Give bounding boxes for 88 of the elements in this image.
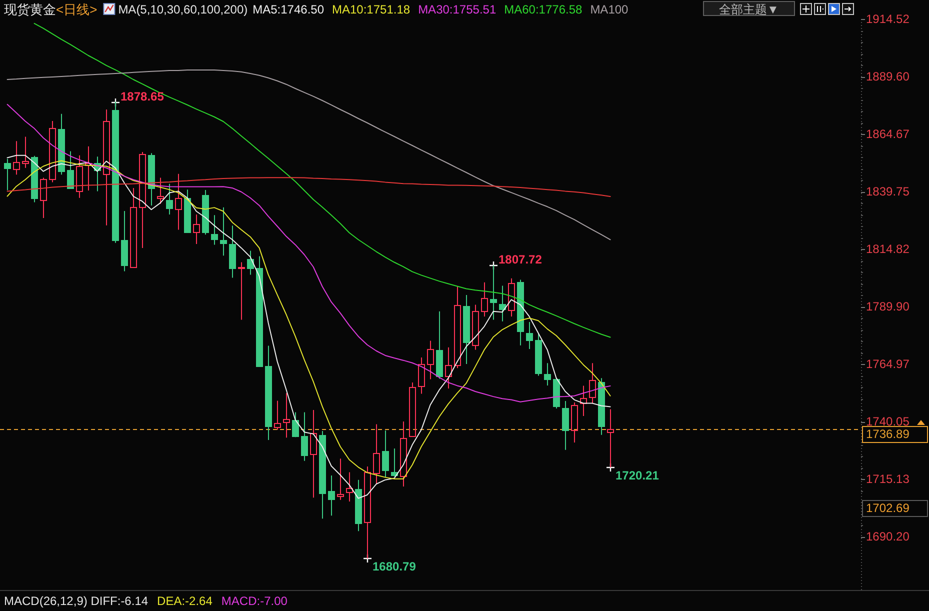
y-tick-label: 1764.97 — [866, 357, 910, 372]
candlestick — [499, 285, 506, 322]
candlestick — [22, 136, 29, 168]
candlestick — [130, 187, 137, 268]
candlestick — [355, 479, 362, 532]
candlestick — [319, 430, 326, 520]
candlestick — [445, 346, 452, 389]
candlestick — [544, 362, 551, 386]
y-tick-label: 1889.60 — [866, 70, 910, 84]
text: 全部主题▼ — [719, 2, 779, 16]
text: MA(5,10,30,60,100,200) — [118, 2, 248, 16]
candlestick — [283, 392, 290, 438]
candlestick — [49, 120, 56, 183]
text: MA30:1755.51 — [418, 2, 496, 16]
y-tick-label: 1839.75 — [866, 184, 910, 199]
data-label: 1878.65 — [120, 90, 164, 104]
candlestick — [175, 173, 182, 230]
candlestick — [85, 146, 92, 191]
candlestick — [328, 474, 335, 516]
candlestick — [418, 357, 425, 394]
candlestick — [346, 472, 353, 502]
ref-line-label: 1736.89 — [866, 426, 910, 441]
candlestick — [58, 113, 65, 176]
text: MA60:1776.58 — [504, 2, 583, 16]
text: MA5:1746.50 — [252, 2, 324, 16]
candlestick — [121, 210, 128, 272]
candlestick — [274, 400, 281, 430]
candlestick — [193, 214, 200, 245]
y-tick-label: 1702.69 — [866, 500, 910, 515]
candlestick — [598, 378, 605, 436]
chart-subtitle: <日线> — [56, 2, 98, 17]
y-tick-label: 1690.20 — [866, 530, 910, 544]
candlestick — [220, 206, 227, 256]
candlestick — [247, 250, 254, 276]
candlestick — [463, 294, 470, 365]
candlestick — [580, 385, 587, 416]
line-series — [34, 22, 611, 338]
candlestick — [517, 279, 524, 346]
candlestick — [13, 140, 20, 176]
candlestick — [400, 420, 407, 488]
candlestick — [76, 154, 83, 198]
line-series — [6, 104, 611, 402]
candlestick — [166, 183, 173, 215]
candlestick — [103, 109, 110, 226]
candlestick — [40, 177, 47, 218]
candlestick — [472, 304, 479, 350]
text: MA10:1751.18 — [332, 2, 410, 16]
candlestick — [256, 256, 263, 367]
candlestick — [436, 310, 443, 380]
data-label: 1720.21 — [616, 468, 660, 482]
y-tick-label: 1864.67 — [866, 127, 910, 142]
y-tick-label: 1814.82 — [866, 242, 910, 256]
candlestick — [211, 214, 218, 246]
candlestick — [571, 402, 578, 443]
line-series — [6, 70, 611, 240]
candlestick — [139, 151, 146, 248]
y-tick-label: 1715.13 — [866, 472, 910, 486]
candlestick — [301, 412, 308, 462]
candlestick — [373, 424, 380, 485]
candlestick — [562, 400, 569, 450]
text: MA100 — [590, 2, 629, 16]
candlestick — [310, 409, 317, 498]
candlestick — [589, 362, 596, 404]
y-tick-label: 1789.90 — [866, 300, 910, 314]
candlestick — [454, 286, 461, 369]
y-tick-label: 1914.52 — [866, 12, 910, 26]
candlestick — [229, 225, 236, 278]
y-tick-label: 1740.05 — [866, 414, 910, 429]
text: MACD:-7.00 — [221, 594, 288, 608]
chart-title: 现货黄金 — [4, 2, 56, 17]
candlestick — [382, 430, 389, 478]
candlestick — [67, 150, 74, 189]
candlestick — [157, 177, 164, 204]
text: MACD(26,12,9) DIFF:-6.14 — [4, 594, 148, 608]
candlestick — [238, 262, 245, 320]
candlestick — [337, 458, 344, 500]
candlestick — [265, 345, 272, 440]
candlestick — [481, 282, 488, 317]
data-label: 1807.72 — [498, 252, 542, 266]
candlestick — [508, 278, 515, 317]
data-label: 1680.79 — [372, 560, 416, 574]
candlestick — [427, 340, 434, 380]
candlestick — [148, 152, 155, 206]
candlestick — [526, 322, 533, 350]
candlestick — [409, 382, 416, 437]
candlestick — [4, 158, 11, 191]
candlestick — [535, 332, 542, 376]
text: DEA:-2.64 — [157, 594, 213, 608]
